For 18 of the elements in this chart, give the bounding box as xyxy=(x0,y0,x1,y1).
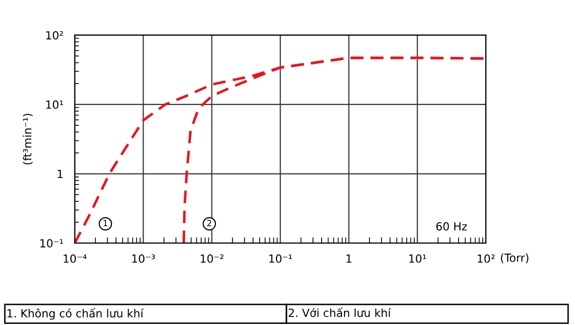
y-tick-label: 10⁻¹ xyxy=(40,239,64,248)
text: 2. Với chấn lưu khí xyxy=(288,307,392,318)
annotation: 1 xyxy=(104,220,108,226)
x-tick-label: 1 xyxy=(346,254,352,263)
y-tick-label: 10¹ xyxy=(46,100,64,109)
text: 1. Không có chấn lưu khí xyxy=(7,308,144,320)
y-tick-label: 10² xyxy=(46,31,63,40)
y-axis-title: (ft³min⁻¹) xyxy=(22,114,33,164)
annotation: 2 xyxy=(207,220,212,226)
x-tick-label: 10⁻² xyxy=(200,254,224,263)
x-tick-label: 10¹ xyxy=(409,254,426,263)
x-axis-title: (Torr) xyxy=(500,253,528,264)
x-tick-label: 10⁻³ xyxy=(132,254,155,263)
x-tick-label: 10⁻⁴ xyxy=(64,254,87,263)
x-tick-label: 10² xyxy=(478,254,494,263)
y-tick-label: 1 xyxy=(58,170,63,178)
annotation: 60 Hz xyxy=(436,222,467,231)
x-tick-label: 10⁻¹ xyxy=(269,254,292,263)
